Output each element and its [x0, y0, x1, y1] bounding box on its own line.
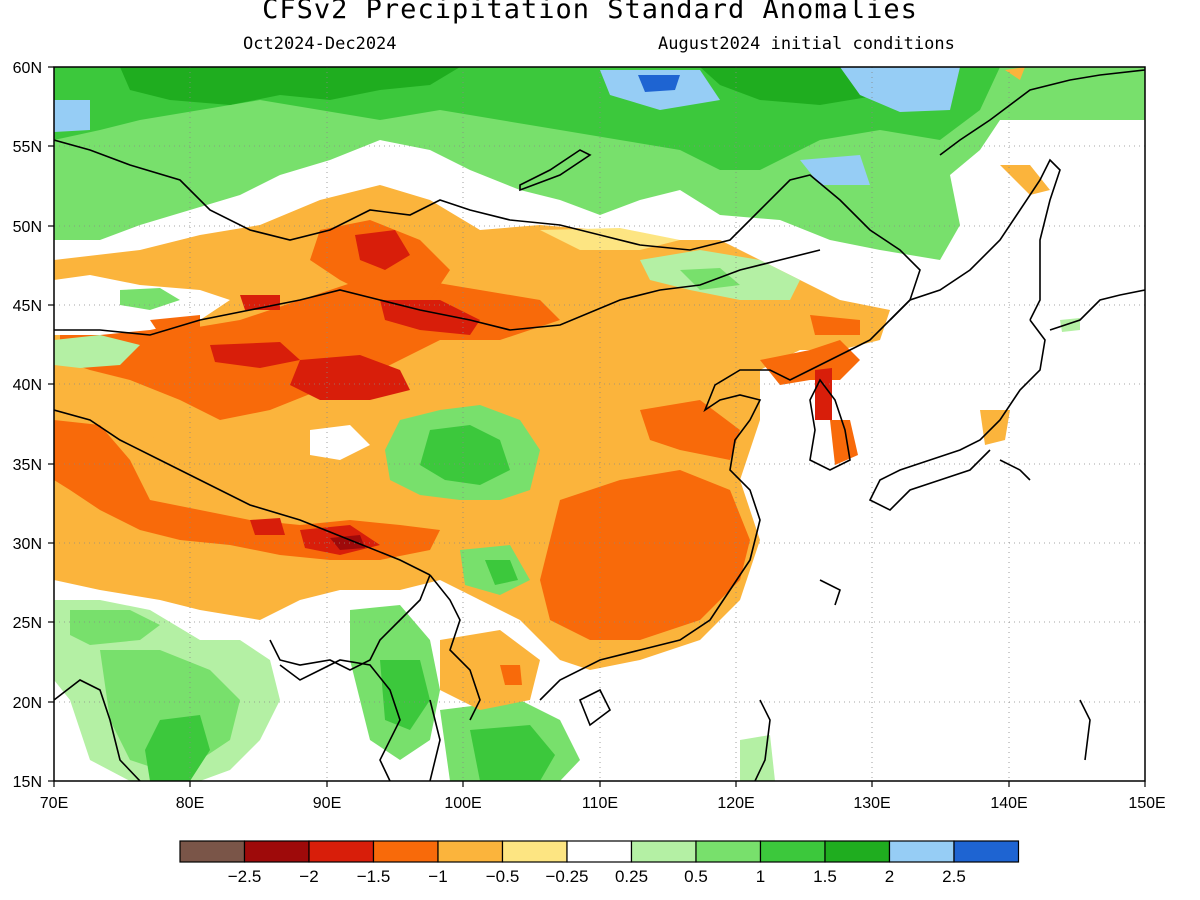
- colorbar-label: −2: [299, 867, 318, 886]
- colorbar: −2.5 −2 −1.5 −1 −0.5 −0.25 0.25 0.5 1 1.5 2 2.5: [179, 840, 1020, 886]
- lat-tick: 20N: [13, 695, 42, 712]
- lon-tick: 120E: [717, 795, 754, 812]
- lat-tick: 40N: [13, 377, 42, 394]
- lat-tick: 45N: [13, 298, 42, 315]
- colorbar-label: 2.5: [942, 867, 966, 886]
- colorbar-label: 1: [756, 867, 765, 886]
- colorbar-swatch: [308, 840, 375, 863]
- colorbar-label: −2.5: [228, 867, 262, 886]
- lat-tick: 35N: [13, 457, 42, 474]
- colorbar-label: 0.5: [684, 867, 708, 886]
- colorbar-swatch: [243, 840, 310, 863]
- lon-tick: 90E: [313, 795, 341, 812]
- lat-tick: 50N: [13, 219, 42, 236]
- forecast-period: Oct2024-Dec2024: [243, 34, 397, 54]
- colorbar-swatch: [888, 840, 955, 863]
- lat-tick: 60N: [13, 60, 42, 77]
- colorbar-swatch: [695, 840, 762, 863]
- colorbar-swatch: [437, 840, 504, 863]
- colorbar-label: 0.25: [615, 867, 648, 886]
- gridlines: [54, 67, 1145, 781]
- initial-conditions: August2024 initial conditions: [658, 34, 955, 54]
- lon-tick: 100E: [444, 795, 481, 812]
- colorbar-swatch: [501, 840, 568, 863]
- colorbar-label: 2: [885, 867, 894, 886]
- colorbar-swatch: [566, 840, 633, 863]
- lon-tick: 130E: [853, 795, 890, 812]
- colorbar-label: −1.5: [357, 867, 391, 886]
- lat-tick: 25N: [13, 615, 42, 632]
- lat-tick: 15N: [13, 774, 42, 791]
- colorbar-label: 1.5: [813, 867, 837, 886]
- lon-tick: 150E: [1128, 795, 1165, 812]
- colorbar-label: −0.5: [486, 867, 520, 886]
- lon-tick: 70E: [40, 795, 68, 812]
- colorbar-swatch: [759, 840, 826, 863]
- lon-tick: 80E: [176, 795, 204, 812]
- colorbar-label: −0.25: [545, 867, 588, 886]
- coastlines: [54, 69, 1145, 781]
- lat-tick: 55N: [13, 139, 42, 156]
- colorbar-label: −1: [428, 867, 447, 886]
- colorbar-swatch: [372, 840, 439, 863]
- lat-tick: 30N: [13, 536, 42, 553]
- page-title: CFSv2 Precipitation Standard Anomalies: [262, 0, 918, 25]
- colorbar-swatch: [953, 840, 1020, 863]
- lon-tick: 140E: [990, 795, 1027, 812]
- colorbar-swatch: [824, 840, 891, 863]
- colorbar-swatch: [630, 840, 697, 863]
- anomaly-field: [54, 67, 1145, 781]
- lon-tick: 110E: [582, 795, 618, 812]
- colorbar-swatch: [179, 840, 246, 863]
